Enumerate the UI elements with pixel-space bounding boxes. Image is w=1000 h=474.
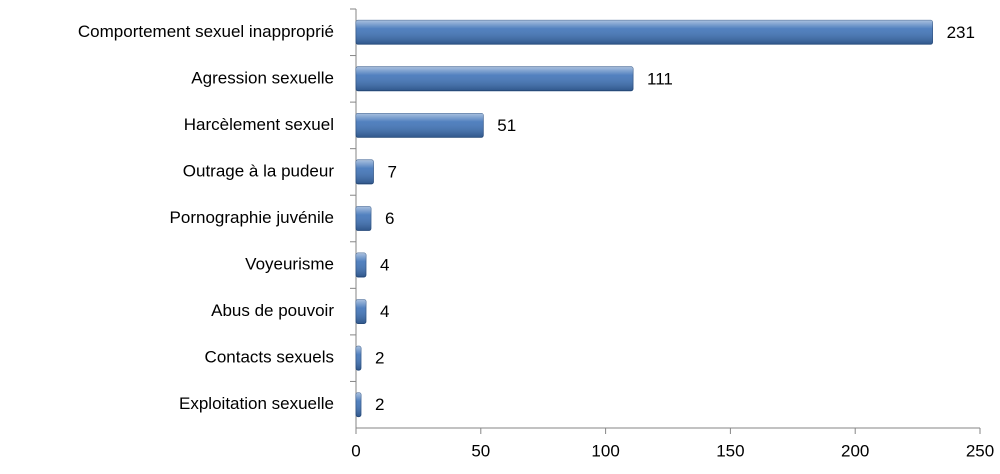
x-tick-label: 150 [716, 441, 744, 460]
x-tick-label: 250 [966, 441, 994, 460]
data-label: 4 [380, 302, 389, 321]
bar [355, 112, 484, 138]
bar [355, 206, 372, 231]
x-tick-label: 200 [841, 441, 869, 460]
data-label: 6 [385, 209, 394, 228]
y-tick-label: Contacts sexuels [205, 348, 334, 367]
data-label: 2 [375, 395, 384, 414]
bar [355, 19, 933, 45]
x-tick-label: 50 [471, 441, 490, 460]
x-tick-label: 0 [351, 441, 360, 460]
x-tick-label: 100 [591, 441, 619, 460]
data-label: 111 [647, 69, 673, 88]
data-label: 231 [947, 23, 975, 42]
bar [355, 392, 362, 418]
y-tick-label: Agression sexuelle [191, 68, 334, 87]
y-tick-label: Outrage à la pudeur [183, 161, 335, 180]
y-tick-label: Exploitation sexuelle [179, 394, 334, 413]
data-label: 2 [375, 349, 384, 368]
y-tick-label: Pornographie juvénile [170, 208, 334, 227]
y-tick-label: Harcèlement sexuel [184, 115, 334, 134]
y-tick-label: Voyeurisme [245, 255, 334, 274]
bar [355, 252, 367, 278]
bar [355, 345, 362, 371]
data-label: 4 [380, 256, 389, 275]
data-label: 7 [387, 162, 396, 181]
data-label: 51 [497, 116, 516, 135]
bar [355, 159, 374, 185]
bar [355, 66, 634, 92]
y-tick-label: Comportement sexuel inapproprié [78, 22, 334, 41]
bar [355, 299, 367, 325]
y-tick-label: Abus de pouvoir [211, 301, 334, 320]
